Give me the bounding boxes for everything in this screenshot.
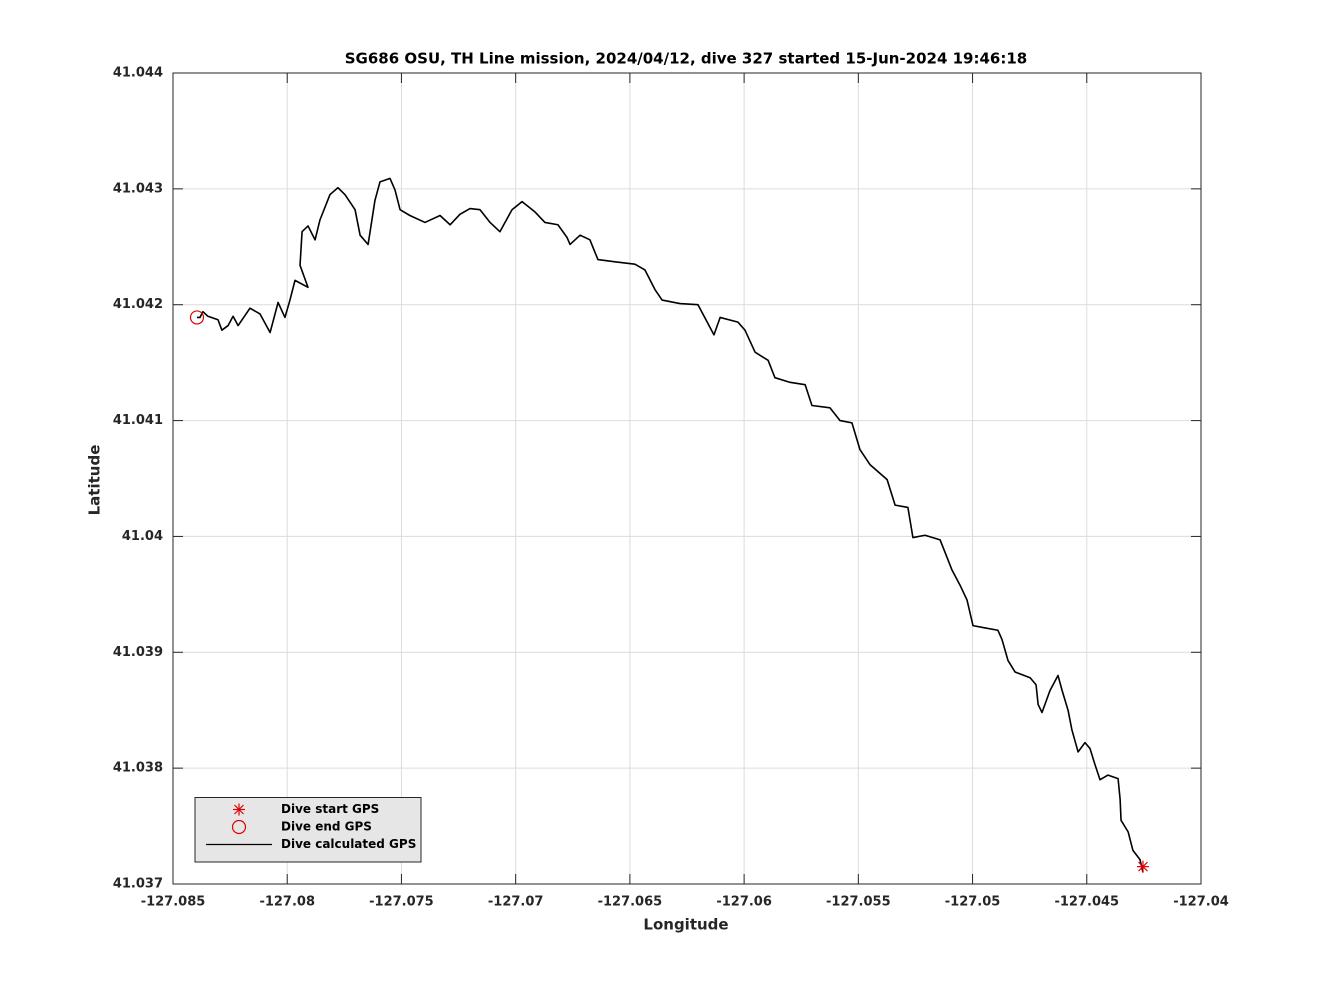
y-axis-label: Latitude <box>86 445 104 516</box>
x-tick-label: -127.06 <box>716 895 772 910</box>
y-tick-label: 41.043 <box>113 181 163 196</box>
y-tick-label: 41.04 <box>122 529 163 544</box>
y-tick-label: 41.038 <box>113 761 163 776</box>
y-tick-label: 41.039 <box>113 645 163 660</box>
asterisk-marker <box>1136 860 1149 873</box>
x-tick-label: -127.065 <box>598 895 663 910</box>
y-tick-label: 41.042 <box>113 297 163 312</box>
x-axis-label: Longitude <box>643 916 728 934</box>
y-tick-label: 41.037 <box>113 877 163 892</box>
circle-marker <box>231 819 247 835</box>
x-tick-label: -127.055 <box>826 895 891 910</box>
y-tick-label: 41.044 <box>113 66 163 81</box>
circle-marker <box>189 310 205 325</box>
legend-label: Dive end GPS <box>281 820 372 834</box>
x-tick-label: -127.075 <box>369 895 434 910</box>
x-tick-label: -127.05 <box>945 895 1001 910</box>
x-tick-label: -127.085 <box>141 895 206 910</box>
legend-label: Dive calculated GPS <box>281 837 416 851</box>
asterisk-stroke <box>1138 861 1148 872</box>
x-tick-label: -127.08 <box>259 895 315 910</box>
legend-label: Dive start GPS <box>281 802 379 816</box>
track-line <box>196 177 1144 873</box>
asterisk-marker <box>233 803 245 816</box>
chart-title: SG686 OSU, TH Line mission, 2024/04/12, … <box>345 50 1028 68</box>
x-tick-label: -127.045 <box>1054 895 1119 910</box>
asterisk-stroke <box>234 804 244 815</box>
plot-frame <box>172 72 1202 885</box>
legend: Dive start GPS Dive end GPS Dive calculate… <box>194 797 422 863</box>
x-tick-label: -127.07 <box>488 895 544 910</box>
y-tick-label: 41.041 <box>113 413 163 428</box>
x-tick-label: -127.04 <box>1173 895 1229 910</box>
